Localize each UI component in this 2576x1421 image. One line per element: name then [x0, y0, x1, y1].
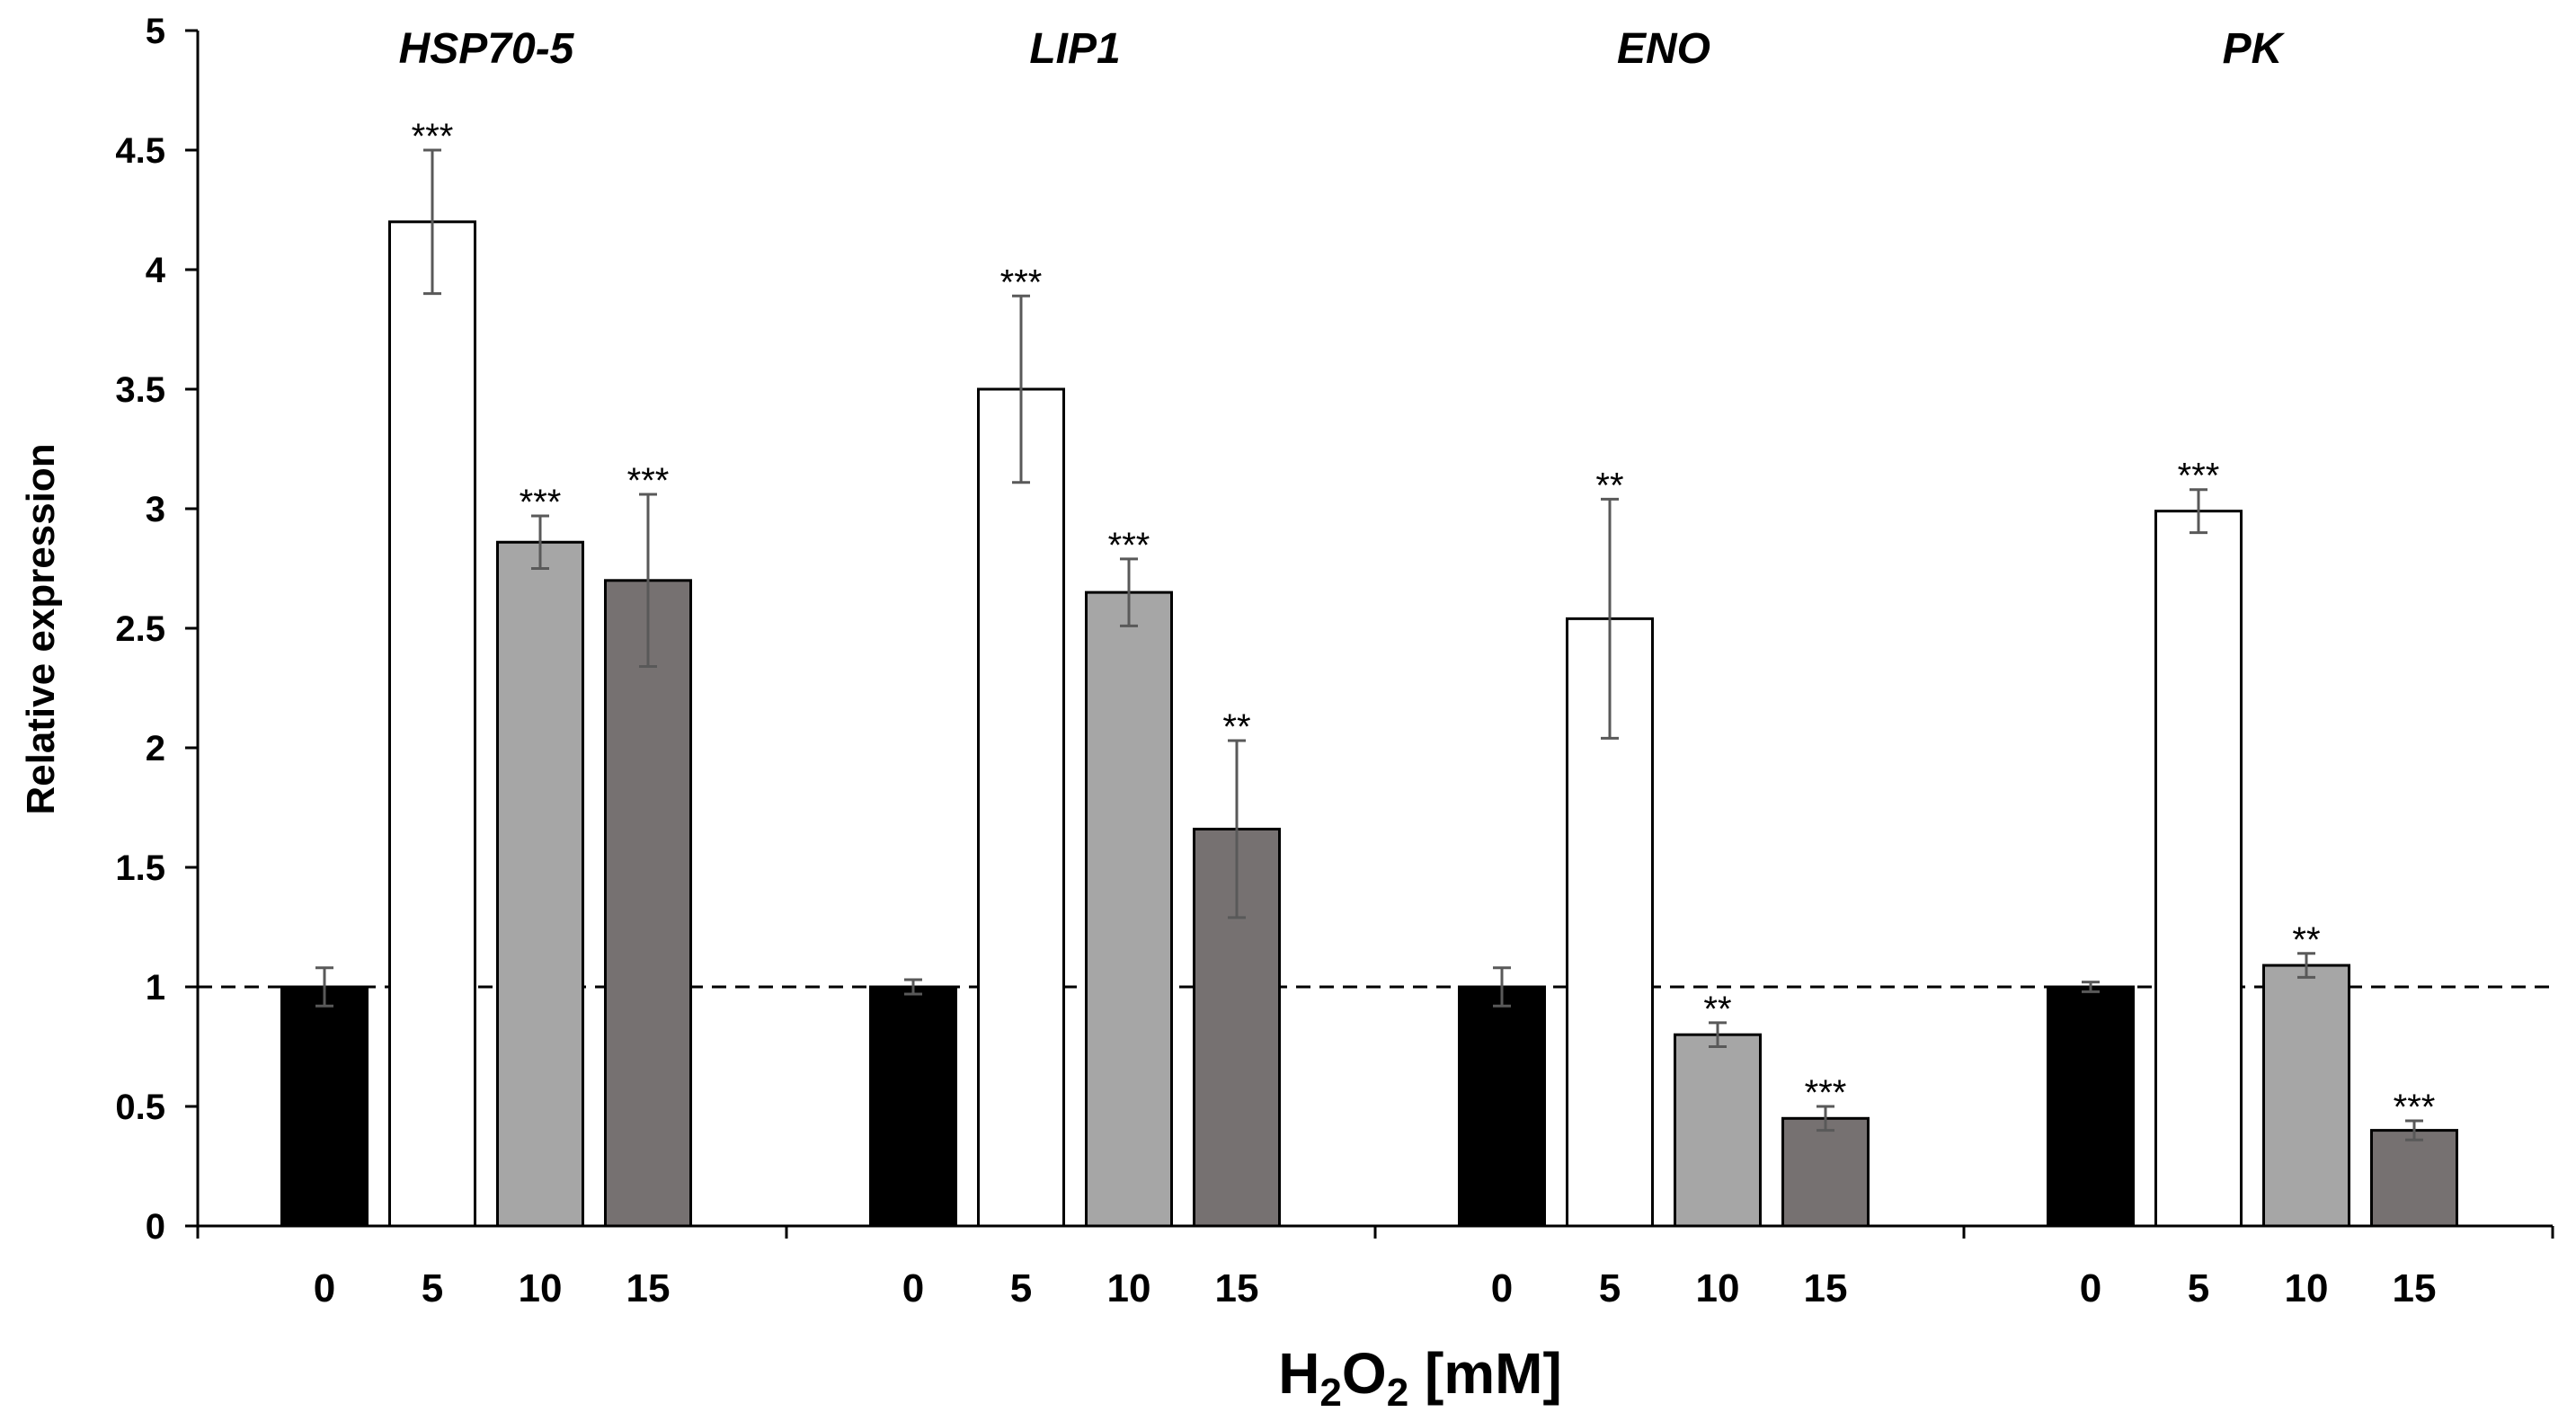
bar-lip1-10[interactable] — [1085, 591, 1173, 1228]
x-category-label: 10 — [2285, 1266, 2329, 1310]
gene-label-eno: ENO — [1617, 25, 1710, 73]
bar-eno-15[interactable] — [1781, 1116, 1870, 1228]
significance-label: ** — [1703, 990, 1731, 1029]
x-category-label: 15 — [1215, 1266, 1259, 1310]
x-axis-title: H2O2 [mM] — [1278, 1341, 1562, 1415]
y-axis-title: Relative expression — [19, 443, 63, 814]
bar-pk-15[interactable] — [2370, 1129, 2458, 1228]
x-category-label: 5 — [2188, 1266, 2209, 1310]
bar-hsp70-5-5[interactable] — [388, 220, 476, 1228]
x-axis-title-subscript: 2 — [1387, 1371, 1408, 1415]
bar-lip1-5[interactable] — [977, 387, 1065, 1228]
x-category-label: 10 — [519, 1266, 563, 1310]
bar-eno-10[interactable] — [1674, 1033, 1762, 1228]
bar-lip1-0[interactable] — [869, 985, 957, 1228]
x-axis-title-subscript: 2 — [1319, 1371, 1341, 1415]
y-tick-label: 4 — [146, 251, 166, 290]
significance-label: *** — [412, 117, 454, 156]
x-category-label: 0 — [2080, 1266, 2101, 1310]
bar-hsp70-5-0[interactable] — [280, 985, 369, 1228]
y-tick-label: 3.5 — [115, 370, 165, 410]
x-axis-title-part: O — [1342, 1341, 1387, 1406]
x-category-label: 0 — [902, 1266, 924, 1310]
x-category-label: 10 — [1696, 1266, 1740, 1310]
x-category-label: 0 — [314, 1266, 335, 1310]
significance-label: *** — [1000, 262, 1043, 302]
x-category-label: 5 — [422, 1266, 443, 1310]
significance-label: *** — [1108, 526, 1150, 565]
gene-label-hsp70-5: HSP70-5 — [399, 25, 575, 73]
bar-eno-0[interactable] — [1458, 985, 1546, 1228]
significance-label: *** — [1805, 1073, 1847, 1113]
y-tick-label: 5 — [146, 12, 165, 51]
y-tick-label: 1 — [146, 968, 165, 1008]
x-category-label: 15 — [626, 1266, 671, 1310]
axes-layer — [185, 29, 2554, 1239]
x-category-label: 5 — [1599, 1266, 1621, 1310]
x-category-label: 5 — [1010, 1266, 1032, 1310]
significance-label: *** — [520, 483, 562, 522]
x-axis-title-part: H — [1278, 1341, 1319, 1406]
significance-label: *** — [2178, 457, 2220, 496]
y-tick-label: 0.5 — [115, 1088, 165, 1127]
y-tick-label: 0 — [146, 1207, 165, 1247]
significance-label: *** — [627, 461, 670, 501]
x-category-label: 15 — [2393, 1266, 2437, 1310]
x-category-label: 15 — [1804, 1266, 1848, 1310]
significance-label: *** — [2394, 1088, 2436, 1127]
gene-label-lip1: LIP1 — [1029, 25, 1120, 73]
bar-pk-5[interactable] — [2154, 510, 2243, 1228]
bar-hsp70-5-10[interactable] — [496, 540, 584, 1228]
significance-label: ** — [1222, 707, 1250, 747]
x-category-label: 0 — [1491, 1266, 1513, 1310]
bar-pk-0[interactable] — [2047, 985, 2135, 1228]
y-tick-label: 3 — [146, 490, 165, 529]
y-tick-label: 4.5 — [115, 131, 165, 171]
y-tick-label: 2 — [146, 729, 165, 768]
x-axis-title-part: [mM] — [1408, 1341, 1562, 1406]
bar-hsp70-5-15[interactable] — [604, 579, 692, 1228]
x-category-label: 10 — [1107, 1266, 1151, 1310]
significance-label: ** — [1595, 466, 1623, 505]
y-tick-label: 1.5 — [115, 848, 165, 888]
bars-layer — [280, 148, 2458, 1228]
bar-pk-10[interactable] — [2262, 964, 2350, 1228]
gene-label-pk: PK — [2223, 25, 2286, 73]
y-tick-label: 2.5 — [115, 609, 165, 649]
labels-layer: 0 0.5 1 1.5 2 2.5 3 3.5 4 4.5 5 0 *** 5 *** 10 *** 15 HSP7… — [19, 12, 2436, 1415]
significance-label: ** — [2292, 920, 2320, 960]
